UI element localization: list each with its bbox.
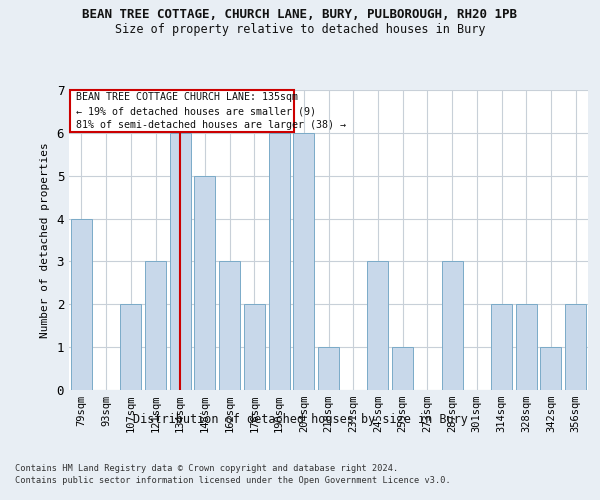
Bar — [318, 347, 339, 390]
Text: Contains public sector information licensed under the Open Government Licence v3: Contains public sector information licen… — [15, 476, 451, 485]
Bar — [269, 133, 290, 390]
Bar — [71, 218, 92, 390]
Bar — [219, 262, 240, 390]
Text: Contains HM Land Registry data © Crown copyright and database right 2024.: Contains HM Land Registry data © Crown c… — [15, 464, 398, 473]
Text: BEAN TREE COTTAGE CHURCH LANE: 135sqm: BEAN TREE COTTAGE CHURCH LANE: 135sqm — [76, 92, 298, 102]
Bar — [120, 304, 141, 390]
Text: BEAN TREE COTTAGE, CHURCH LANE, BURY, PULBOROUGH, RH20 1PB: BEAN TREE COTTAGE, CHURCH LANE, BURY, PU… — [83, 8, 517, 20]
FancyBboxPatch shape — [70, 90, 294, 132]
Text: 81% of semi-detached houses are larger (38) →: 81% of semi-detached houses are larger (… — [76, 120, 346, 130]
Bar — [170, 133, 191, 390]
Bar — [244, 304, 265, 390]
Bar — [565, 304, 586, 390]
Bar — [442, 262, 463, 390]
Text: ← 19% of detached houses are smaller (9): ← 19% of detached houses are smaller (9) — [76, 106, 316, 116]
Bar — [491, 304, 512, 390]
Bar — [392, 347, 413, 390]
Bar — [145, 262, 166, 390]
Y-axis label: Number of detached properties: Number of detached properties — [40, 142, 50, 338]
Bar — [516, 304, 537, 390]
Text: Distribution of detached houses by size in Bury: Distribution of detached houses by size … — [133, 412, 467, 426]
Bar — [293, 133, 314, 390]
Bar — [194, 176, 215, 390]
Bar — [367, 262, 388, 390]
Bar — [541, 347, 562, 390]
Text: Size of property relative to detached houses in Bury: Size of property relative to detached ho… — [115, 22, 485, 36]
